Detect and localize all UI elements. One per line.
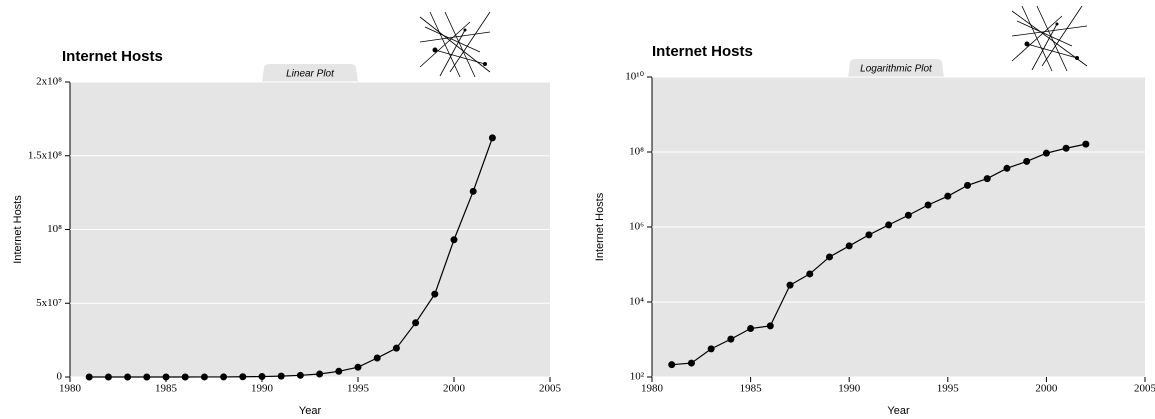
data-point [392,344,400,352]
y-tick-label: 10⁸ [47,223,62,235]
data-point [373,354,381,362]
x-tick-label: 2005 [1134,383,1155,395]
y-tick-label: 10⁸ [629,146,644,158]
x-axis-label: Year [887,405,910,417]
x-tick-label: 1995 [937,383,960,395]
data-point [806,270,814,278]
data-point [786,281,794,289]
x-tick-label: 1995 [347,383,370,395]
data-point [124,373,132,381]
data-point [335,367,343,375]
data-point [904,211,912,219]
y-axis-label: Internet Hosts [12,195,24,264]
data-point [431,290,439,298]
subtitle: Logarithmic Plot [860,64,933,75]
data-point [747,325,755,333]
x-tick-label: 1990 [838,383,861,395]
network-icon [1011,5,1088,72]
y-tick-label: 0 [57,371,63,383]
x-tick-label: 1980 [59,383,82,395]
data-point [143,373,151,381]
chart-title: Internet Hosts [652,43,753,60]
data-point [766,322,774,330]
x-tick-label: 1985 [155,383,178,395]
data-point [964,181,972,189]
data-point [488,134,496,142]
data-point [944,192,952,200]
subtitle: Linear Plot [286,69,335,80]
x-tick-label: 1985 [740,383,763,395]
data-point [277,372,285,380]
x-tick-label: 2005 [539,383,562,395]
data-point [727,335,735,343]
y-tick-label: 10¹⁰ [625,71,644,83]
x-tick-label: 1980 [641,383,664,395]
data-point [162,373,170,381]
data-point [1082,140,1090,148]
x-axis-label: Year [299,405,322,417]
data-point [707,345,715,353]
subtitle-tab [848,59,944,77]
data-point [885,221,893,229]
data-point [687,359,695,367]
y-tick-label: 10⁴ [629,296,644,308]
data-point [258,373,266,381]
y-tick-label: 5x10⁷ [36,297,62,309]
network-icon [419,11,491,78]
data-point [296,371,304,379]
data-point [1062,144,1070,152]
data-point [220,373,228,381]
subtitle-tab [262,64,358,82]
data-point [239,373,247,381]
data-point [200,373,208,381]
data-point [412,319,420,327]
data-point [104,373,112,381]
x-tick-label: 2000 [443,383,466,395]
x-tick-label: 2000 [1035,383,1058,395]
data-point [865,231,873,239]
data-point [924,201,932,209]
data-point [825,253,833,261]
y-tick-label: 10⁶ [629,221,644,233]
x-tick-label: 1990 [251,383,274,395]
data-point [1023,157,1031,165]
y-tick-label: 1.5x10⁸ [28,149,62,161]
data-point [1042,149,1050,157]
data-point [668,361,676,369]
line [671,143,1086,366]
data-point [1003,164,1011,172]
data-point [983,175,991,183]
data-point [845,242,853,250]
data-point [181,373,189,381]
y-tick-label: 10² [630,371,645,383]
line [89,137,493,378]
data-point [354,363,362,371]
y-axis-label: Internet Hosts [594,192,606,261]
chart-title: Internet Hosts [62,48,163,65]
data-point [469,187,477,195]
data-point [450,236,458,244]
y-tick-label: 2x10⁸ [36,76,62,88]
data-point [85,373,93,381]
data-point [316,370,324,378]
